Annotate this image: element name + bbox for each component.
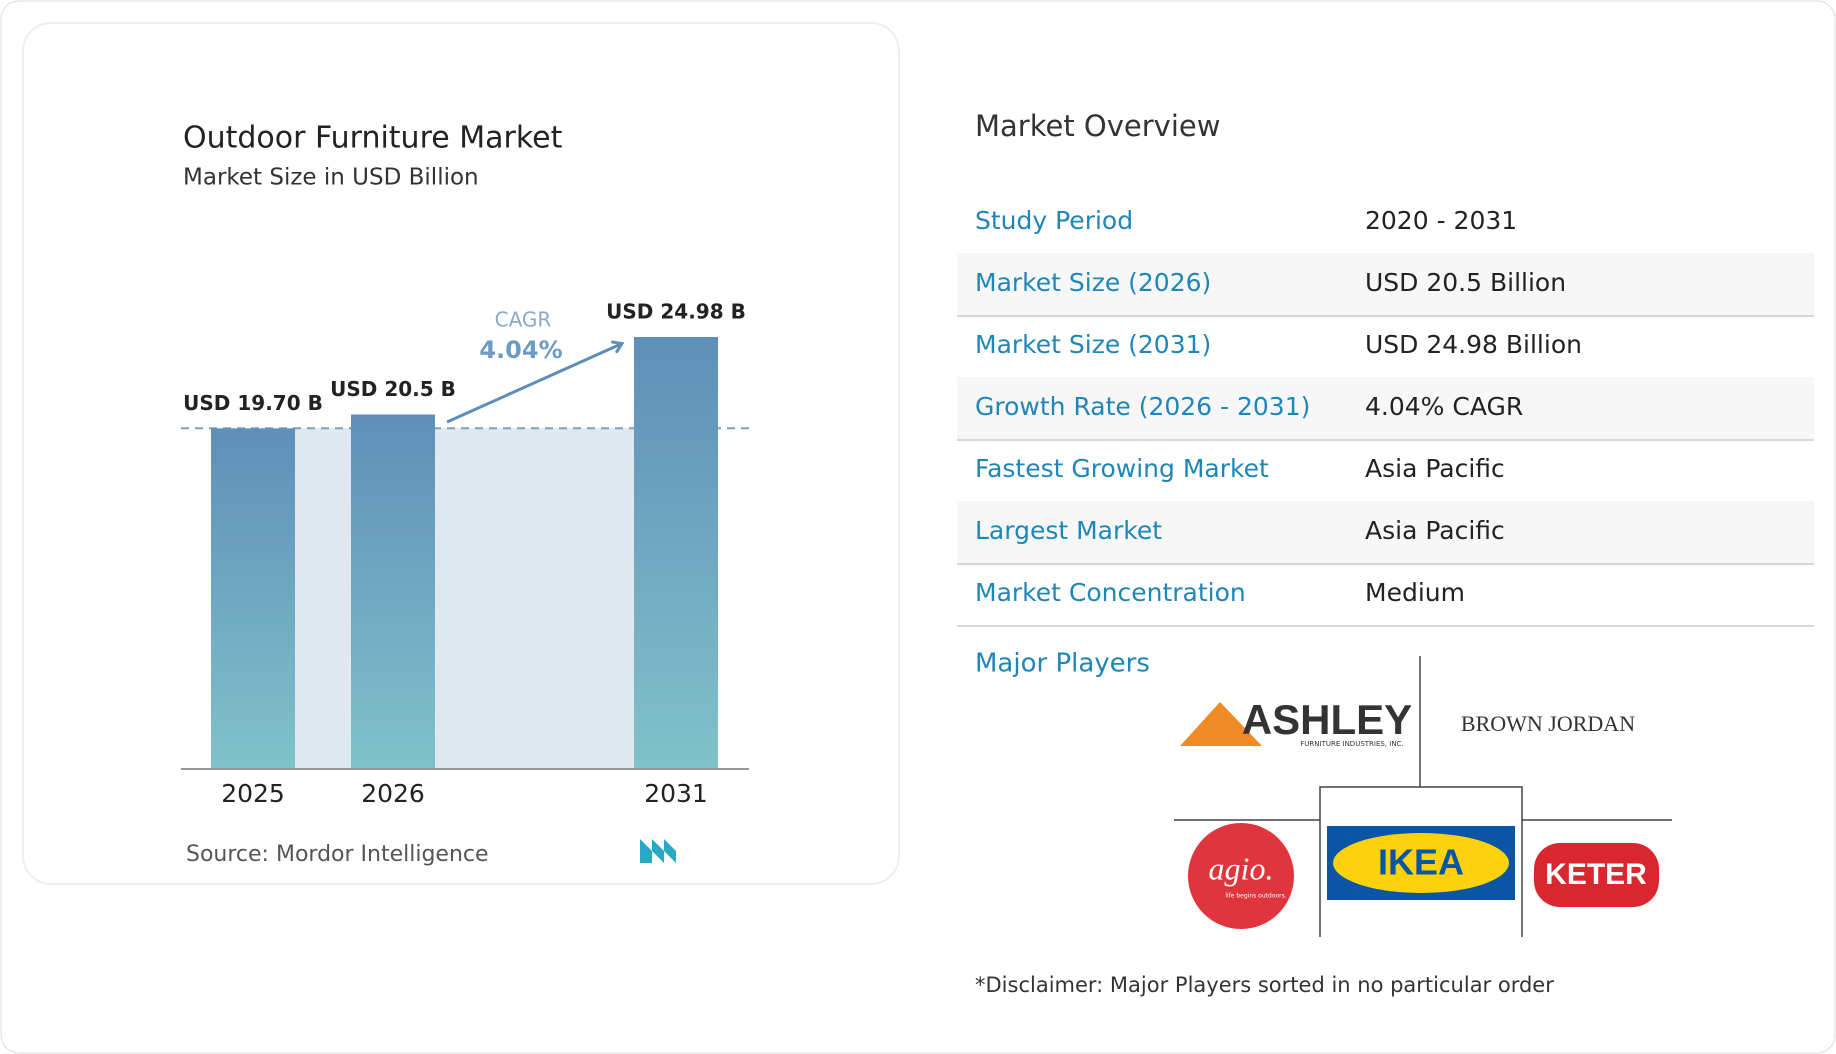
row-label: Largest Market bbox=[975, 516, 1162, 545]
row-bg bbox=[957, 253, 1814, 315]
row-value: USD 24.98 Billion bbox=[1365, 330, 1582, 359]
ikea-logo-oval bbox=[1333, 833, 1509, 893]
overview-table: Study Period 2020 - 2031 Market Size (2026… bbox=[957, 206, 1814, 627]
value-label: USD 24.98 B bbox=[606, 300, 746, 324]
row-value: Asia Pacific bbox=[1365, 454, 1505, 483]
row-bg bbox=[957, 377, 1814, 439]
chart-title: Outdoor Furniture Market bbox=[183, 121, 563, 156]
players-grid bbox=[1174, 656, 1672, 937]
cagr-value: 4.04% bbox=[479, 336, 562, 364]
major-players-label: Major Players bbox=[975, 649, 1150, 679]
cagr-arrow bbox=[446, 344, 621, 424]
row-value: USD 20.5 Billion bbox=[1365, 268, 1566, 297]
row-label: Growth Rate (2026 - 2031) bbox=[975, 392, 1310, 421]
overview-title: Market Overview bbox=[975, 109, 1220, 143]
keter-logo-bg bbox=[1534, 843, 1659, 907]
value-label: USD 19.70 B bbox=[183, 391, 323, 415]
row-bg bbox=[957, 501, 1814, 563]
disclaimer: *Disclaimer: Major Players sorted in no … bbox=[975, 973, 1554, 997]
value-label: USD 20.5 B bbox=[330, 377, 456, 401]
row-label: Fastest Growing Market bbox=[975, 454, 1269, 483]
source: Source: Mordor Intelligence bbox=[186, 842, 489, 867]
row-label: Market Size (2031) bbox=[975, 330, 1211, 359]
row-label: Study Period bbox=[975, 206, 1133, 235]
ashley-logo-mark bbox=[1180, 702, 1262, 746]
row-label: Market Concentration bbox=[975, 578, 1246, 607]
x-tick-label: 2031 bbox=[644, 779, 708, 808]
bar bbox=[351, 414, 435, 769]
row-value: 2020 - 2031 bbox=[1365, 206, 1517, 235]
x-tick-label: 2025 bbox=[221, 779, 285, 808]
row-value: Asia Pacific bbox=[1365, 516, 1505, 545]
agio-sub: life begins outdoors. bbox=[1225, 893, 1286, 900]
ashley-logo: ASHLEY bbox=[1242, 696, 1412, 743]
row-label: Market Size (2026) bbox=[975, 268, 1211, 297]
brown-jordan-logo: BROWN JORDAN bbox=[1461, 711, 1635, 736]
row-value: Medium bbox=[1365, 578, 1465, 607]
x-tick-label: 2026 bbox=[361, 779, 425, 808]
agio-logo: agio. bbox=[1209, 850, 1274, 886]
keter-logo: KETER bbox=[1545, 858, 1647, 891]
chart-subtitle: Market Size in USD Billion bbox=[183, 165, 479, 191]
row-value: 4.04% CAGR bbox=[1365, 392, 1523, 421]
cagr-label: CAGR bbox=[495, 308, 552, 332]
ikea-logo: IKEA bbox=[1378, 842, 1464, 883]
ashley-sub: FURNITURE INDUSTRIES, INC. bbox=[1300, 740, 1403, 748]
bar bbox=[211, 428, 295, 769]
mordor-logo bbox=[640, 839, 676, 863]
growth-area bbox=[295, 428, 634, 769]
bar bbox=[634, 337, 718, 769]
agio-logo-bg bbox=[1188, 823, 1294, 929]
